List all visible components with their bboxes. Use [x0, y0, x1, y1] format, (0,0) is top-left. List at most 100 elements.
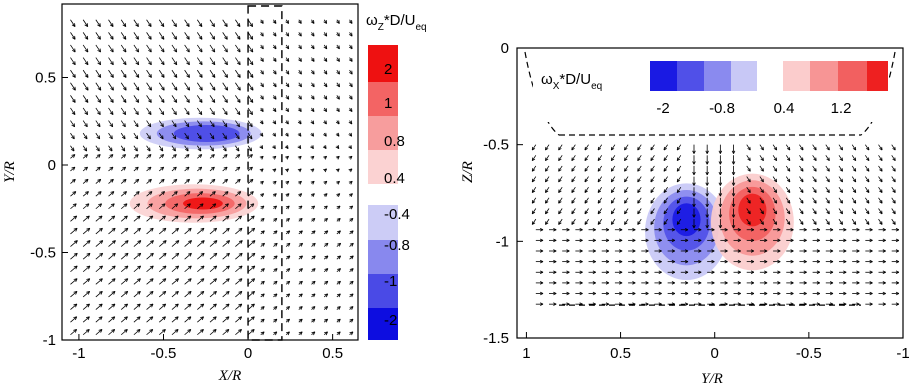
left-velocity-vector — [260, 242, 265, 247]
left-velocity-vector — [285, 331, 290, 336]
left-velocity-vector — [70, 265, 78, 273]
right-velocity-vector — [718, 197, 723, 208]
right-velocity-vector — [799, 208, 804, 215]
left-vorticity-contour-negative-2 — [173, 124, 240, 143]
left-velocity-vector — [335, 132, 340, 137]
right-velocity-vector — [825, 291, 834, 296]
left-velocity-vector — [108, 57, 114, 66]
left-velocity-vector — [247, 278, 256, 285]
right-velocity-vector — [680, 302, 689, 306]
right-velocity-vector — [731, 155, 736, 165]
right-velocity-vector — [746, 186, 751, 193]
left-velocity-vector — [82, 120, 88, 128]
left-velocity-vector — [235, 191, 242, 197]
right-velocity-vector — [731, 208, 736, 218]
right-velocity-vector — [825, 208, 830, 215]
left-velocity-vector — [310, 155, 315, 160]
left-velocity-vector — [82, 303, 90, 310]
left-velocity-vector — [336, 268, 341, 273]
left-velocity-vector — [95, 32, 101, 40]
right-velocity-vector — [637, 197, 642, 204]
left-velocity-vector — [323, 82, 328, 88]
right-velocity-vector — [663, 176, 668, 183]
right-colorbar-label: 1.2 — [831, 100, 852, 117]
right-velocity-vector — [812, 270, 820, 275]
right-velocity-vector — [852, 238, 860, 243]
right-x-tick-label: 0.5 — [610, 345, 631, 362]
left-velocity-vector — [285, 230, 291, 235]
left-velocity-vector — [184, 240, 192, 247]
right-velocity-vector — [705, 219, 709, 229]
left-velocity-vector — [120, 132, 126, 140]
right-velocity-vector — [545, 208, 550, 215]
right-velocity-vector — [852, 281, 860, 285]
left-velocity-vector — [146, 316, 154, 323]
right-velocity-vector — [614, 249, 623, 253]
right-velocity-vector — [878, 302, 886, 306]
left-velocity-vector — [120, 120, 126, 128]
right-velocity-vector — [545, 165, 550, 172]
left-velocity-vector — [273, 331, 278, 336]
left-velocity-vector — [323, 242, 329, 247]
right-velocity-vector — [628, 249, 636, 253]
left-velocity-vector — [95, 107, 101, 116]
left-velocity-vector — [259, 107, 264, 112]
right-velocity-vector — [851, 186, 857, 193]
right-velocity-vector — [812, 281, 820, 285]
left-velocity-vector — [196, 32, 203, 40]
right-colorbar-swatch-positive — [838, 61, 868, 91]
left-velocity-vector — [235, 240, 243, 247]
left-velocity-vector — [95, 278, 103, 285]
right-velocity-vector — [865, 176, 870, 183]
left-velocity-vector — [209, 19, 215, 27]
right-velocity-vector — [746, 155, 751, 162]
left-velocity-vector — [95, 120, 101, 128]
left-velocity-vector — [310, 145, 314, 150]
right-velocity-vector — [785, 197, 791, 204]
right-velocity-vector — [650, 176, 655, 183]
right-velocity-vector — [773, 238, 781, 243]
right-y-tick-label: -1.5 — [483, 330, 509, 347]
left-velocity-vector — [133, 227, 141, 235]
right-velocity-vector — [812, 291, 820, 296]
left-velocity-vector — [108, 82, 114, 91]
right-velocity-vector — [746, 270, 755, 275]
left-velocity-vector — [95, 252, 104, 260]
left-velocity-vector — [184, 132, 189, 140]
left-velocity-vector — [336, 218, 341, 222]
right-velocity-vector — [733, 238, 741, 243]
right-velocity-vector — [637, 208, 642, 215]
right-velocity-vector — [865, 186, 870, 193]
right-velocity-vector — [584, 186, 589, 193]
left-velocity-vector — [120, 191, 127, 197]
right-velocity-vector — [571, 208, 576, 215]
right-velocity-vector — [693, 249, 702, 253]
left-velocity-vector — [120, 57, 127, 66]
right-velocity-vector — [772, 155, 778, 162]
left-velocity-vector — [297, 120, 302, 125]
right-velocity-vector — [575, 227, 583, 232]
left-velocity-vector — [146, 303, 154, 310]
right-velocity-vector — [588, 249, 596, 253]
left-colorbar-label: 2 — [384, 61, 392, 78]
right-velocity-vector — [891, 218, 896, 225]
left-velocity-vector — [310, 107, 315, 112]
left-velocity-vector — [311, 268, 316, 273]
left-velocity-vector — [323, 107, 328, 112]
right-velocity-vector — [610, 208, 616, 215]
left-velocity-vector — [70, 203, 77, 210]
left-velocity-vector — [133, 178, 140, 184]
right-velocity-vector — [558, 144, 563, 151]
left-velocity-vector — [197, 227, 205, 235]
left-velocity-vector — [272, 82, 277, 88]
left-velocity-vector — [171, 240, 180, 247]
right-velocity-vector — [851, 208, 857, 215]
left-velocity-vector — [349, 280, 354, 285]
right-x-tick-label: 0 — [711, 345, 719, 362]
right-velocity-vector — [707, 249, 715, 253]
right-velocity-vector — [654, 227, 662, 232]
left-velocity-vector — [108, 191, 115, 197]
right-velocity-vector — [571, 197, 576, 204]
right-velocity-vector — [641, 238, 649, 243]
left-velocity-vector — [222, 69, 228, 78]
